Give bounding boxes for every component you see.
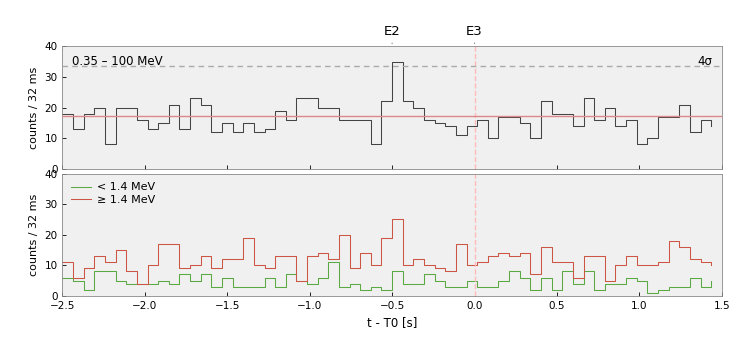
≥ 1.4 MeV <box>196 254 205 258</box>
< 1.4 MeV <box>324 260 333 264</box>
≥ 1.4 MeV <box>388 217 397 222</box>
< 1.4 MeV <box>228 284 237 289</box>
< 1.4 MeV <box>388 269 397 273</box>
≥ 1.4 MeV <box>707 263 716 267</box>
≥ 1.4 MeV <box>111 248 120 252</box>
Line: < 1.4 MeV: < 1.4 MeV <box>62 262 711 293</box>
Legend: < 1.4 MeV, ≥ 1.4 MeV: < 1.4 MeV, ≥ 1.4 MeV <box>68 179 159 208</box>
≥ 1.4 MeV <box>132 281 141 286</box>
Text: 4σ: 4σ <box>697 55 712 68</box>
< 1.4 MeV <box>462 279 471 283</box>
Line: ≥ 1.4 MeV: ≥ 1.4 MeV <box>62 219 711 283</box>
Y-axis label: counts / 32 ms: counts / 32 ms <box>29 66 39 149</box>
≥ 1.4 MeV <box>239 236 248 240</box>
≥ 1.4 MeV <box>398 263 407 267</box>
Text: E3: E3 <box>466 25 483 38</box>
< 1.4 MeV <box>707 279 716 283</box>
Y-axis label: counts / 32 ms: counts / 32 ms <box>29 194 39 276</box>
< 1.4 MeV <box>186 279 195 283</box>
X-axis label: t - T0 [s]: t - T0 [s] <box>367 316 417 329</box>
< 1.4 MeV <box>58 276 67 280</box>
< 1.4 MeV <box>111 279 120 283</box>
≥ 1.4 MeV <box>473 260 481 264</box>
≥ 1.4 MeV <box>58 260 67 264</box>
< 1.4 MeV <box>632 279 641 283</box>
≥ 1.4 MeV <box>643 263 652 267</box>
Text: E2: E2 <box>384 25 401 38</box>
< 1.4 MeV <box>643 291 652 295</box>
Text: 0.35 – 100 MeV: 0.35 – 100 MeV <box>72 55 163 68</box>
